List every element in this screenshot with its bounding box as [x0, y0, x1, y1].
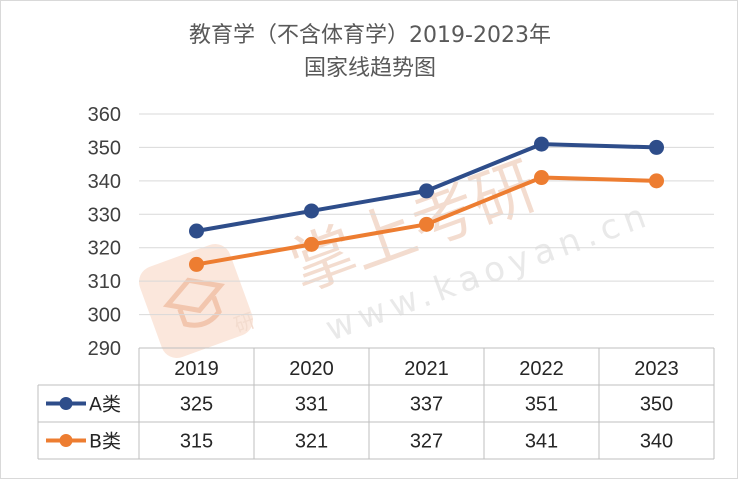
data-label: 350 [640, 394, 673, 416]
y-tick-label: 350 [88, 137, 121, 159]
chart-title-line2: 国家线趋势图 [304, 56, 436, 81]
series-group [189, 136, 664, 272]
x-tick-label: 2020 [289, 358, 334, 380]
data-point [419, 216, 434, 232]
y-tick-label: 320 [88, 238, 121, 260]
data-point [649, 173, 664, 189]
data-point [419, 183, 434, 199]
data-point [189, 256, 204, 272]
series [189, 136, 664, 239]
data-label: 341 [525, 431, 558, 453]
data-point [649, 139, 664, 155]
data-label: 351 [525, 394, 558, 416]
legend-label: A类 [89, 394, 121, 416]
y-tick-label: 290 [88, 338, 121, 360]
chart-title-line1: 教育学（不含体育学）2019-2023年 [189, 23, 551, 48]
watermark-logo: 研 [138, 243, 258, 359]
legend-marker [59, 397, 73, 410]
y-tick-labels: 290 300 310 320 330 340 350 360 [88, 104, 121, 360]
data-label: 325 [180, 394, 213, 416]
legend-entry: A类 [46, 394, 121, 416]
data-label: 337 [410, 394, 443, 416]
legend-entry: B类 [46, 431, 121, 453]
y-tick-label: 300 [88, 305, 121, 327]
y-tick-label: 360 [88, 104, 121, 126]
data-label: 315 [180, 431, 213, 453]
data-point [304, 203, 319, 219]
data-label: 340 [640, 431, 673, 453]
data-label: 331 [295, 394, 328, 416]
y-tick-label: 330 [88, 204, 121, 226]
data-point [304, 236, 319, 252]
x-tick-label: 2023 [634, 358, 679, 380]
legend-label: B类 [89, 431, 121, 453]
data-point [534, 136, 549, 152]
series [189, 170, 664, 272]
data-point [534, 170, 549, 186]
data-table: 2019 2020 2021 2022 2023 A类 325 331 337 351 350 B类 3… [37, 347, 715, 460]
x-tick-label: 2022 [519, 358, 564, 380]
data-label: 321 [295, 431, 328, 453]
x-tick-label: 2021 [404, 358, 449, 380]
y-tick-label: 340 [88, 171, 121, 193]
y-tick-label: 310 [88, 271, 121, 293]
legend-marker [59, 434, 73, 447]
data-label: 327 [410, 431, 443, 453]
x-tick-label: 2019 [174, 358, 219, 380]
data-point [189, 223, 204, 239]
